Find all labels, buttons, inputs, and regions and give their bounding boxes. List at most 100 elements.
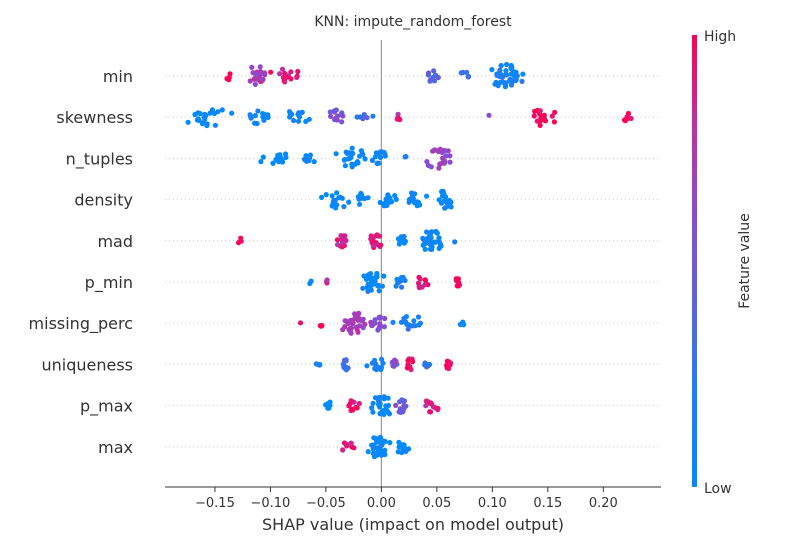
data-point (399, 284, 405, 290)
data-point (323, 402, 329, 408)
data-point (354, 405, 360, 411)
data-point (311, 159, 317, 165)
data-point (261, 70, 268, 76)
data-point (363, 276, 370, 282)
data-point (379, 283, 385, 289)
data-point (421, 238, 427, 244)
data-point (211, 110, 217, 117)
data-point (499, 74, 505, 80)
data-point (362, 156, 368, 162)
data-point (369, 157, 375, 163)
feature-label: missing_perc (29, 314, 133, 334)
data-point (328, 113, 334, 119)
data-point (396, 241, 402, 247)
data-point (324, 278, 330, 284)
data-point (395, 111, 401, 117)
x-tick-label: 0.20 (589, 496, 618, 511)
data-point (514, 73, 520, 79)
data-point (395, 236, 402, 242)
data-point (362, 321, 368, 327)
data-point (204, 121, 210, 127)
data-point (365, 449, 371, 455)
data-point (381, 407, 387, 413)
data-point (381, 201, 387, 207)
data-point (442, 205, 448, 211)
data-point (260, 154, 266, 160)
data-point (415, 314, 422, 320)
data-point (422, 246, 428, 252)
data-point (247, 78, 253, 84)
x-tick-label: 0.00 (367, 496, 396, 511)
data-point (252, 81, 258, 87)
x-tick-label: 0.10 (478, 496, 507, 511)
data-point (436, 245, 442, 251)
data-point (401, 402, 407, 408)
data-point (531, 113, 537, 119)
data-point (405, 326, 411, 332)
data-point (492, 81, 498, 87)
data-point (372, 320, 378, 326)
data-point (494, 72, 500, 78)
data-point (504, 61, 510, 68)
data-point (385, 395, 391, 401)
data-point (381, 394, 387, 400)
data-point (398, 443, 404, 449)
data-point (361, 112, 367, 118)
data-point (341, 204, 347, 210)
data-point (395, 449, 401, 455)
feature-label: p_min (85, 273, 133, 293)
data-point (353, 313, 359, 319)
data-point (349, 145, 355, 151)
data-point (347, 326, 353, 332)
data-point (249, 64, 255, 70)
data-point (340, 113, 346, 119)
data-point (336, 195, 342, 201)
data-point (375, 327, 381, 333)
data-point (437, 146, 443, 152)
data-point (628, 115, 634, 122)
series-max (340, 434, 412, 460)
feature-label: uniqueness (41, 355, 133, 374)
x-tick-label: −0.15 (195, 496, 235, 511)
data-point (414, 203, 420, 209)
data-point (542, 118, 549, 124)
data-point (381, 411, 387, 417)
x-axis-label: SHAP value (impact on model output) (262, 515, 564, 534)
plot-area (165, 40, 661, 487)
data-point (498, 63, 504, 69)
data-point (344, 150, 350, 156)
data-point (390, 319, 396, 325)
data-point (346, 403, 352, 409)
data-point (441, 191, 447, 197)
data-point (452, 239, 458, 245)
data-point (370, 113, 376, 119)
data-point (354, 114, 360, 120)
data-point (348, 329, 354, 336)
data-point (382, 438, 388, 444)
data-point (357, 192, 363, 198)
data-point (333, 151, 339, 157)
row-guides (165, 75, 661, 448)
data-point (387, 440, 393, 446)
series-density (319, 188, 454, 211)
data-point (436, 165, 442, 171)
data-point (287, 111, 293, 117)
data-point (365, 272, 371, 278)
data-point (508, 82, 515, 88)
colorbar-low-label: Low (704, 481, 732, 497)
data-point (291, 117, 297, 124)
data-point (513, 78, 519, 84)
chart-title: KNN: impute_random_forest (314, 14, 512, 30)
data-point (297, 320, 304, 326)
data-point (224, 76, 230, 82)
data-point (444, 362, 450, 368)
data-point (261, 117, 267, 123)
data-point (375, 436, 381, 442)
data-points (185, 61, 634, 460)
x-tick-label: 0.05 (422, 496, 451, 511)
data-point (428, 400, 434, 406)
colorbar-gradient (692, 35, 697, 487)
data-point (323, 192, 329, 198)
data-point (270, 160, 276, 166)
